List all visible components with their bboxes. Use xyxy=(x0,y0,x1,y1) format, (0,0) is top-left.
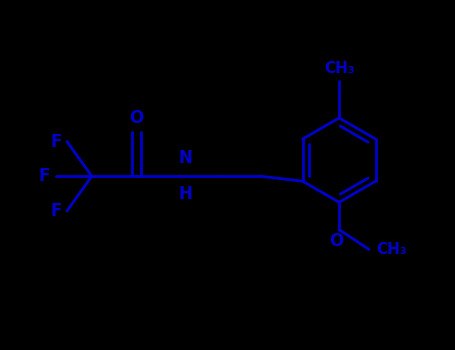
Text: CH₃: CH₃ xyxy=(376,242,407,257)
Text: CH₃: CH₃ xyxy=(324,61,354,76)
Text: N: N xyxy=(178,149,192,167)
Text: F: F xyxy=(39,167,50,185)
Text: F: F xyxy=(51,133,62,150)
Text: F: F xyxy=(51,202,62,220)
Text: O: O xyxy=(129,108,143,127)
Text: O: O xyxy=(329,232,344,250)
Text: H: H xyxy=(178,185,192,203)
